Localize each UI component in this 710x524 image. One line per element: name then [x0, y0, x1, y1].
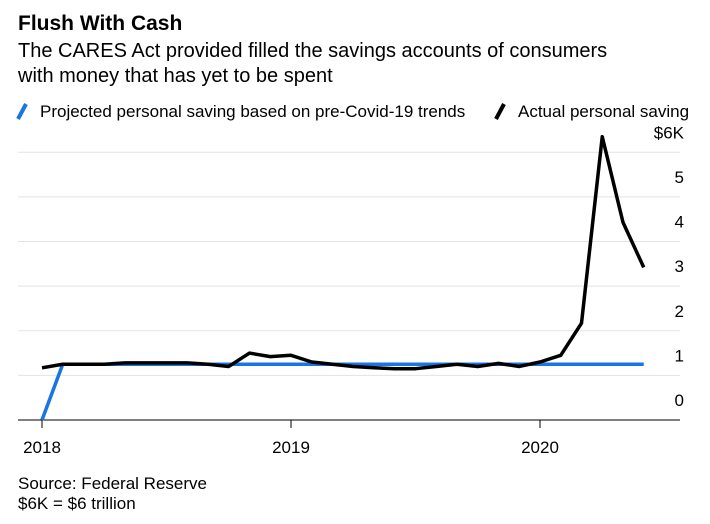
- note: $6K = $6 trillion: [18, 494, 136, 513]
- chart-subtitle: with money that has yet to be spent: [17, 65, 333, 87]
- y-tick-label: 1: [675, 346, 684, 365]
- y-tick-label: 5: [675, 168, 684, 187]
- legend-label: Projected personal saving based on pre-C…: [40, 102, 465, 121]
- line-series: [41, 134, 646, 371]
- y-tick-label: 2: [675, 302, 684, 321]
- source: Source: Federal Reserve: [18, 474, 207, 493]
- chart-title: Flush With Cash: [18, 12, 182, 35]
- x-tick-label: 2020: [521, 438, 559, 457]
- line-series: [40, 362, 644, 421]
- x-tick-label: 2018: [23, 438, 61, 457]
- y-tick-label: 4: [675, 213, 684, 232]
- chart-subtitle: The CARES Act provided filled the saving…: [18, 40, 607, 62]
- legend-label: Actual personal saving: [518, 102, 689, 121]
- y-tick-label: $6K: [654, 123, 685, 142]
- y-tick-label: 0: [675, 391, 684, 410]
- y-tick-label: 3: [675, 257, 684, 276]
- x-tick-label: 2019: [272, 438, 310, 457]
- legend-swatch: [494, 103, 506, 120]
- legend-swatch: [16, 103, 28, 120]
